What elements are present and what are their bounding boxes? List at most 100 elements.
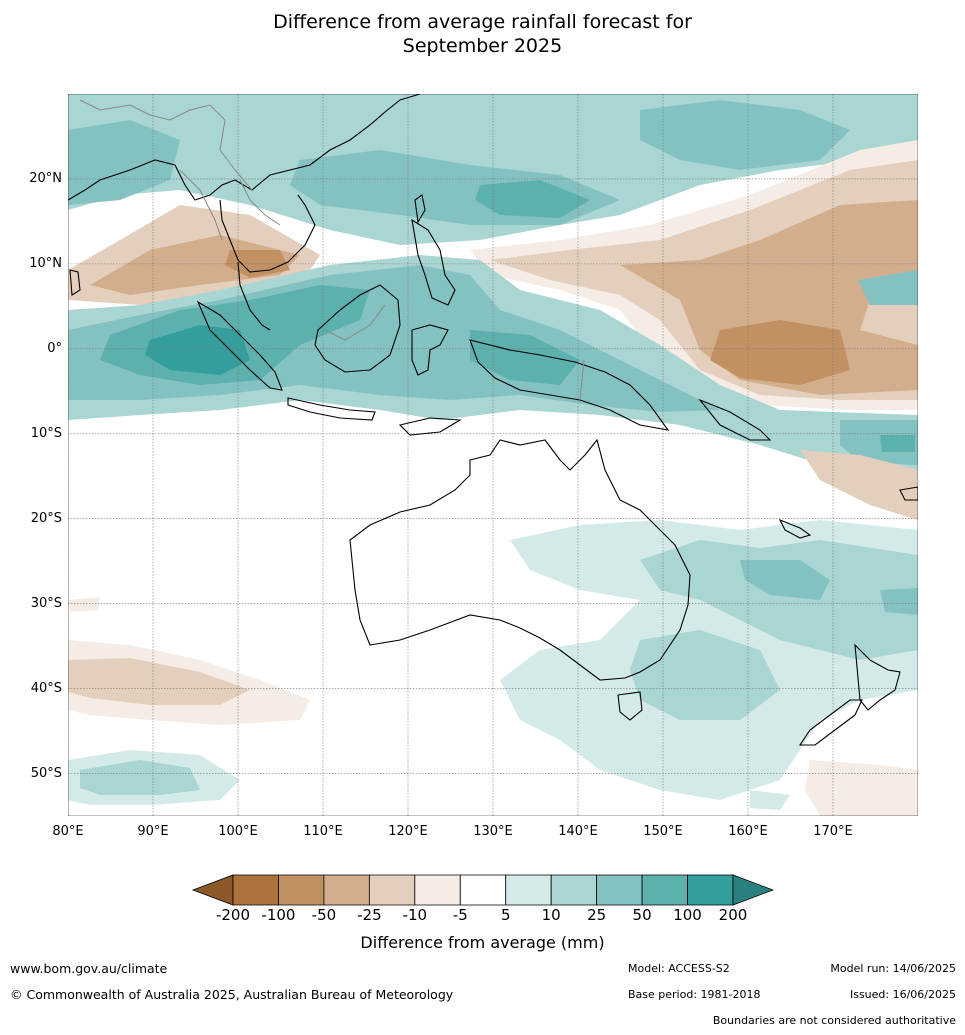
longitude-tick-label: 120°E [388, 824, 428, 839]
colorbar-bin [550, 874, 598, 906]
longitude-tick-label: 160°E [728, 824, 768, 839]
border-line [179, 169, 223, 241]
border-line [324, 304, 386, 341]
colorbar-tick-label: -10 [402, 906, 428, 924]
colorbar-tick-label: -100 [261, 906, 296, 924]
anomaly-region [750, 790, 790, 810]
colorbar-bin [323, 874, 370, 906]
vanuatu-coastline [778, 518, 812, 539]
colorbar-bin [368, 874, 416, 906]
latitude-tick-label: 10°S [30, 425, 62, 441]
colorbar-tick-label: -5 [452, 906, 468, 924]
sumatra-coastline [196, 300, 283, 391]
colorbar-bin [596, 874, 643, 906]
anomaly-region [800, 450, 918, 520]
colorbar-bin [414, 874, 461, 906]
anomaly-region [68, 658, 250, 705]
indochina-coastline [219, 194, 316, 273]
new-guinea-coastline [469, 339, 670, 431]
latitude-tick-label: 20°S [30, 510, 62, 526]
copyright-notice: © Commonwealth of Australia 2025, Austra… [10, 987, 454, 1002]
new-zealand-south-coastline [798, 699, 863, 746]
website-link[interactable]: www.bom.gov.au/climate [10, 961, 168, 976]
anomaly-region [640, 100, 850, 170]
anomaly-region [68, 120, 180, 205]
longitude-tick-label: 80°E [52, 824, 84, 839]
title-line-2: September 2025 [402, 35, 563, 57]
asia-coastline [68, 94, 421, 201]
longitude-tick-label: 110°E [303, 824, 343, 839]
colorbar-tick-label: -200 [215, 906, 251, 924]
colorbar-bin [687, 874, 734, 906]
longitude-tick-label: 170°E [813, 824, 853, 839]
colorbar-extend-high [732, 874, 775, 906]
anomaly-region [858, 270, 918, 305]
graticule [68, 94, 918, 816]
new-zealand-north-coastline [854, 643, 901, 711]
anomaly-region [630, 630, 780, 720]
latitude-tick-label: 20°N [29, 170, 62, 186]
colorbar-tick-label: -50 [311, 906, 337, 924]
country-borders [79, 99, 585, 401]
australia-coastline [349, 438, 691, 681]
border-line [79, 99, 253, 191]
anomaly-region [710, 320, 850, 385]
colorbar-tick-label: 5 [500, 906, 511, 924]
anomaly-region [840, 420, 918, 465]
border-line [239, 179, 281, 226]
map-title: Difference from average rainfall forecas… [0, 10, 965, 58]
colorbar-tick-label: 100 [673, 906, 702, 924]
timor-coastline [398, 417, 462, 436]
longitude-tick-label: 130°E [473, 824, 513, 839]
colorbar-tick-label: 200 [718, 906, 748, 924]
sulawesi-coastline [411, 324, 449, 376]
base-period: Base period: 1981-2018 [628, 988, 761, 1001]
colorbar-bin [641, 874, 688, 906]
taiwan-coastline [414, 194, 426, 224]
anomaly-region [80, 760, 200, 795]
coastlines [68, 94, 918, 746]
latitude-tick-label: 30°S [30, 595, 62, 611]
colorbar-tick-label: -25 [357, 906, 382, 924]
solomon-coastline [698, 398, 772, 441]
latitude-tick-label: 40°S [30, 680, 62, 696]
longitude-tick-label: 90°E [137, 824, 169, 839]
anomaly-region [740, 560, 830, 600]
anomaly-region [880, 588, 918, 615]
colorbar-extend-low [191, 874, 234, 906]
anomaly-region [470, 330, 580, 385]
java-coastline [287, 397, 376, 421]
fiji-coastline [899, 486, 918, 501]
issued-date: Issued: 16/06/2025 [849, 988, 956, 1001]
boundary-disclaimer: Boundaries are not considered authoritat… [712, 1014, 956, 1027]
border-line [579, 359, 585, 401]
colorbar-bin [232, 874, 279, 906]
map-field [68, 94, 918, 816]
latitude-tick-label: 50°S [30, 765, 62, 781]
longitude-tick-label: 140°E [558, 824, 598, 839]
colorbar-bin [278, 874, 325, 906]
sri-lanka-coastline [69, 269, 81, 296]
borneo-coastline [314, 284, 401, 373]
malay-coastline [237, 261, 271, 331]
tasmania-coastline [617, 691, 643, 721]
colorbar-tick-label: 50 [632, 906, 652, 924]
colorbar-bin [459, 874, 507, 906]
colorbar-tick-label: 25 [587, 906, 607, 924]
longitude-tick-label: 150°E [643, 824, 683, 839]
colorbar-tick-label: 10 [541, 906, 561, 924]
latitude-tick-label: 10°N [29, 255, 62, 271]
colorbar-bin [505, 874, 552, 906]
anomaly-region [640, 540, 918, 660]
colorbar-title: Difference from average (mm) [360, 933, 605, 952]
anomaly-region [880, 435, 915, 452]
latitude-tick-label: 0° [47, 340, 62, 356]
anomaly-region [475, 180, 590, 218]
model-name: Model: ACCESS-S2 [628, 962, 730, 975]
longitude-tick-label: 100°E [218, 824, 258, 839]
model-run-date: Model run: 14/06/2025 [830, 962, 956, 975]
anomaly-region [145, 325, 250, 375]
philippines-coastline [411, 218, 456, 306]
